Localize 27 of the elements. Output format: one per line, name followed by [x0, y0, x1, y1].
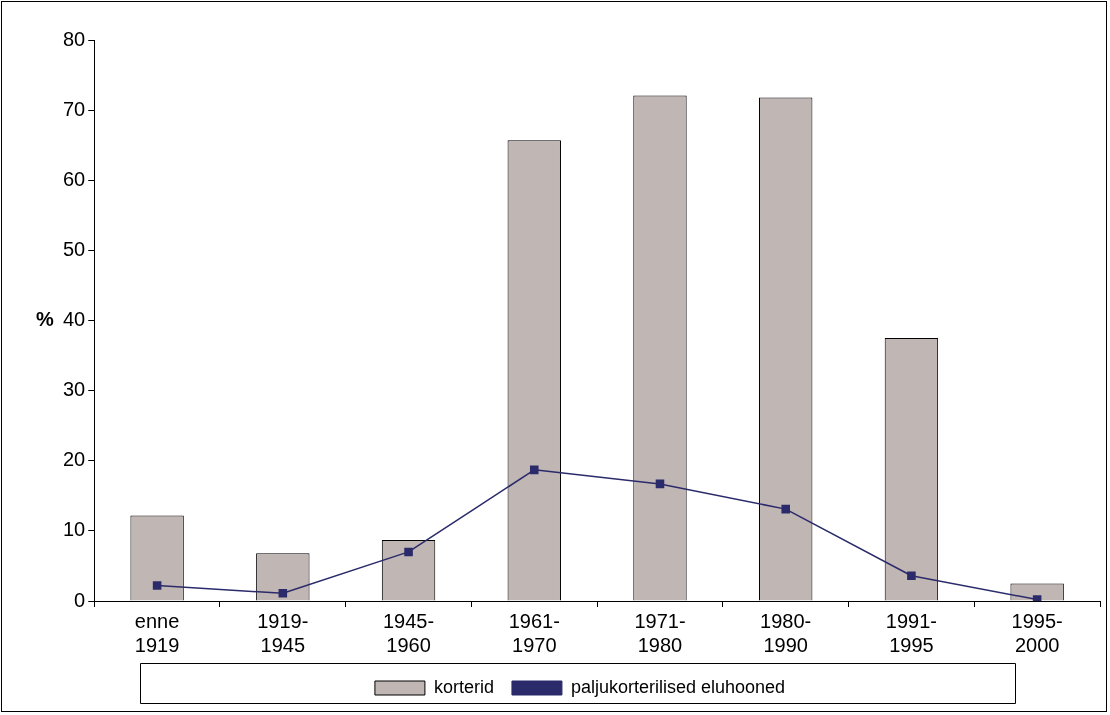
y-axis-title: % — [36, 308, 55, 331]
point — [529, 465, 539, 475]
point — [278, 589, 288, 598]
y-tick-label: 20 — [63, 448, 86, 471]
x-tick-label: 1980-1990 — [760, 609, 812, 656]
point — [781, 504, 790, 514]
y-tick-label: 60 — [63, 167, 86, 190]
point — [655, 479, 665, 489]
x-tick-label: 1995-2000 — [1011, 609, 1063, 656]
y-tick-label: 50 — [63, 237, 86, 260]
y-tick-label: 10 — [63, 518, 86, 541]
point — [152, 581, 162, 590]
x-tick-label: 1961-1970 — [508, 609, 560, 656]
x-tick-label: 1971-1980 — [634, 609, 686, 656]
x-tick-label: 1991-1995 — [885, 609, 937, 656]
x-tick-label: enne 1919 — [134, 609, 180, 656]
y-tick-label: 70 — [63, 97, 86, 120]
y-tick-label: 0 — [74, 588, 86, 611]
legend-label: korterid — [433, 676, 494, 697]
point — [404, 547, 413, 557]
point — [907, 571, 916, 581]
y-tick-label: 30 — [63, 378, 86, 401]
x-tick-label: 1945-1960 — [382, 609, 435, 656]
y-tick-label: 80 — [63, 27, 86, 50]
legend-label: paljukorterilised eluhooned — [570, 676, 786, 697]
y-tick-label: 40 — [63, 308, 86, 331]
x-tick-label: 1919-1945 — [257, 609, 309, 656]
